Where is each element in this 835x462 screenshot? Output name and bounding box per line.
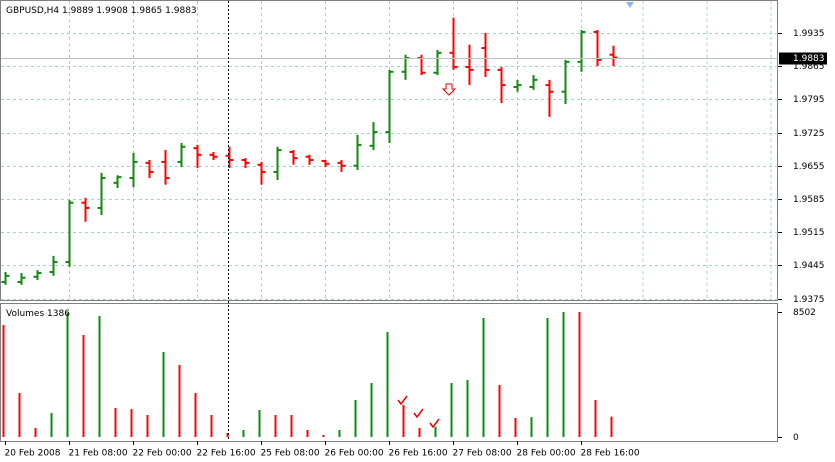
x-tick-label: 20 Feb 2008 (5, 449, 61, 459)
x-tick-label: 22 Feb 00:00 (133, 449, 192, 459)
price-panel (0, 0, 778, 301)
y-tick-label: 1.9865 (793, 62, 825, 72)
x-tick-label: 28 Feb 16:00 (581, 449, 640, 459)
current-price-box (779, 52, 827, 65)
y-tick-label: 1.9445 (793, 261, 825, 271)
x-tick-label: 21 Feb 08:00 (69, 449, 128, 459)
volume-name: Volumes (6, 309, 44, 319)
volume-title: Volumes 1386 (6, 309, 70, 319)
x-tick-label: 28 Feb 00:00 (517, 449, 576, 459)
y-tick-label: 1.9655 (793, 162, 825, 172)
x-tick-label: 27 Feb 08:00 (453, 449, 512, 459)
close-value: 1.9883 (165, 6, 197, 16)
check-mark (413, 408, 424, 419)
symbol: GBPUSD,H4 (6, 6, 59, 16)
x-tick-label: 26 Feb 16:00 (389, 449, 448, 459)
check-mark (429, 418, 440, 429)
y-tick-label: 1.9935 (793, 29, 825, 39)
y-tick-label: 1.9585 (793, 195, 825, 205)
sell-arrow (441, 83, 457, 96)
y-tick-label: 0 (793, 433, 799, 443)
y-tick-label: 1.9795 (793, 95, 825, 105)
marker (626, 2, 634, 8)
chart-title: GBPUSD,H4 1.9889 1.9908 1.9865 1.9883 (6, 6, 197, 16)
open-value: 1.9889 (62, 6, 94, 16)
y-tick-label: 1.9375 (793, 295, 825, 305)
high-value: 1.9908 (96, 6, 128, 16)
volume-current: 1386 (47, 309, 70, 319)
low-value: 1.9865 (131, 6, 163, 16)
x-tick-label: 25 Feb 08:00 (261, 449, 320, 459)
check-mark (397, 395, 408, 406)
x-tick-label: 26 Feb 00:00 (325, 449, 384, 459)
current-price-label: 1.9883 (793, 54, 825, 64)
y-tick-label: 8502 (793, 308, 816, 318)
y-tick-label: 1.9725 (793, 129, 825, 139)
x-tick-label: 22 Feb 16:00 (197, 449, 256, 459)
y-tick-label: 1.9515 (793, 228, 825, 238)
